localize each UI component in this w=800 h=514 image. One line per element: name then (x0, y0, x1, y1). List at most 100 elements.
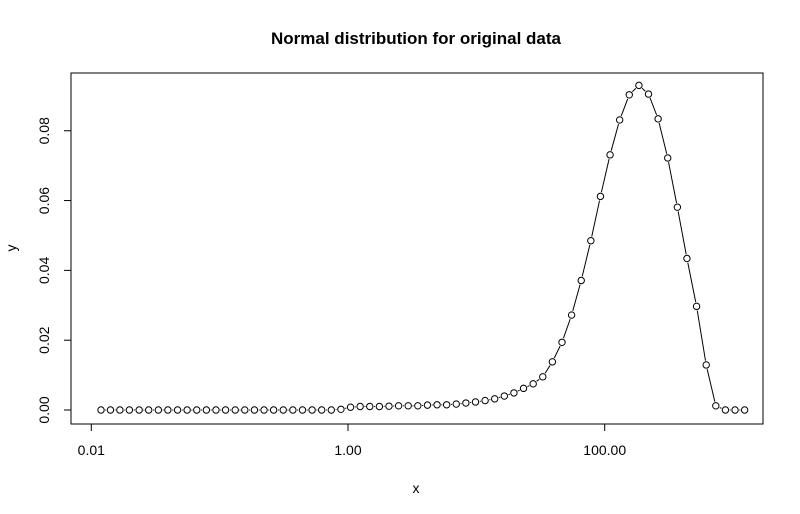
series-segment (641, 87, 646, 92)
data-point (740, 406, 749, 414)
series-segment (527, 385, 530, 387)
data-point (654, 115, 662, 123)
series-segment (536, 378, 540, 382)
series-segment (668, 162, 678, 204)
data-point (318, 406, 326, 414)
data-point (241, 406, 249, 414)
data-point (202, 406, 211, 414)
data-point (116, 406, 124, 414)
data-point (442, 401, 451, 409)
series-segment (553, 345, 561, 359)
data-point (615, 116, 624, 124)
data-point (692, 302, 701, 311)
data-point (577, 276, 585, 285)
data-point (308, 406, 316, 414)
data-point (173, 406, 182, 414)
data-point (366, 402, 374, 411)
data-point (567, 311, 576, 319)
data-point (529, 380, 537, 388)
series-segment (562, 318, 571, 339)
series-segment (620, 98, 629, 117)
series-segment (719, 407, 722, 409)
data-point (539, 373, 547, 381)
data-point (260, 406, 268, 414)
series-segment (687, 262, 697, 303)
data-point (606, 151, 614, 159)
data-point (471, 398, 480, 406)
data-point (683, 254, 691, 263)
plot-frame (70, 72, 764, 425)
data-point (356, 402, 364, 411)
data-point (289, 406, 297, 414)
series-segment (649, 97, 658, 116)
data-point (519, 384, 528, 393)
data-point (183, 406, 191, 414)
data-point (635, 81, 643, 90)
data-point (510, 389, 518, 397)
y-tick-label: 0.00 (36, 396, 52, 423)
series-segment (544, 365, 551, 374)
data-point (414, 402, 422, 410)
x-axis-ticks: 0.01 1.00 100.00 (78, 424, 626, 458)
y-tick-label: 0.08 (36, 117, 52, 144)
data-point (221, 406, 230, 414)
data-point (491, 395, 499, 403)
series-segment (610, 123, 620, 151)
data-point (433, 401, 441, 409)
series-segment (696, 310, 706, 361)
data-point (721, 406, 730, 414)
x-tick-label: 1.00 (334, 442, 361, 458)
data-point (125, 406, 134, 414)
series-segment (581, 244, 591, 277)
x-axis-label: x (413, 480, 420, 496)
data-point (664, 154, 672, 162)
data-point (548, 358, 557, 366)
data-point (375, 402, 384, 411)
data-point (625, 91, 633, 99)
data-point (500, 392, 509, 400)
y-tick-label: 0.04 (36, 257, 52, 284)
data-point (346, 403, 355, 411)
data-point (154, 406, 163, 414)
data-point (712, 402, 720, 410)
series-segment (600, 158, 610, 193)
series-points (97, 81, 749, 414)
x-tick-label: 0.01 (78, 442, 105, 458)
series-segment (631, 88, 637, 93)
data-point (106, 406, 115, 414)
data-point (144, 406, 153, 414)
series-segment (591, 200, 601, 237)
data-point (452, 400, 460, 408)
data-point (731, 406, 739, 414)
series-segment (658, 122, 668, 154)
data-point (423, 401, 432, 409)
data-point (250, 406, 259, 414)
data-point (587, 237, 595, 245)
data-point (404, 402, 412, 410)
data-point (394, 402, 403, 410)
data-point (462, 399, 470, 407)
data-point (385, 402, 393, 410)
data-point (702, 361, 710, 369)
series-segment (572, 284, 581, 312)
data-point (212, 406, 220, 414)
data-point (481, 396, 489, 405)
data-point (298, 406, 307, 414)
series-segment (677, 211, 687, 255)
data-point (269, 406, 278, 414)
series-segment (517, 389, 520, 392)
data-point (231, 406, 239, 414)
x-tick-label: 100.00 (583, 442, 626, 458)
series-segment (706, 369, 716, 402)
y-axis-label: y (3, 245, 19, 252)
data-point (97, 406, 105, 414)
data-point (558, 338, 566, 346)
y-axis-ticks: 0.00 0.02 0.04 0.06 0.08 (36, 117, 71, 424)
data-point (279, 406, 287, 414)
data-point (135, 406, 143, 414)
data-point (673, 203, 682, 211)
data-point (164, 406, 172, 414)
data-point (193, 406, 201, 414)
data-point (644, 90, 653, 98)
